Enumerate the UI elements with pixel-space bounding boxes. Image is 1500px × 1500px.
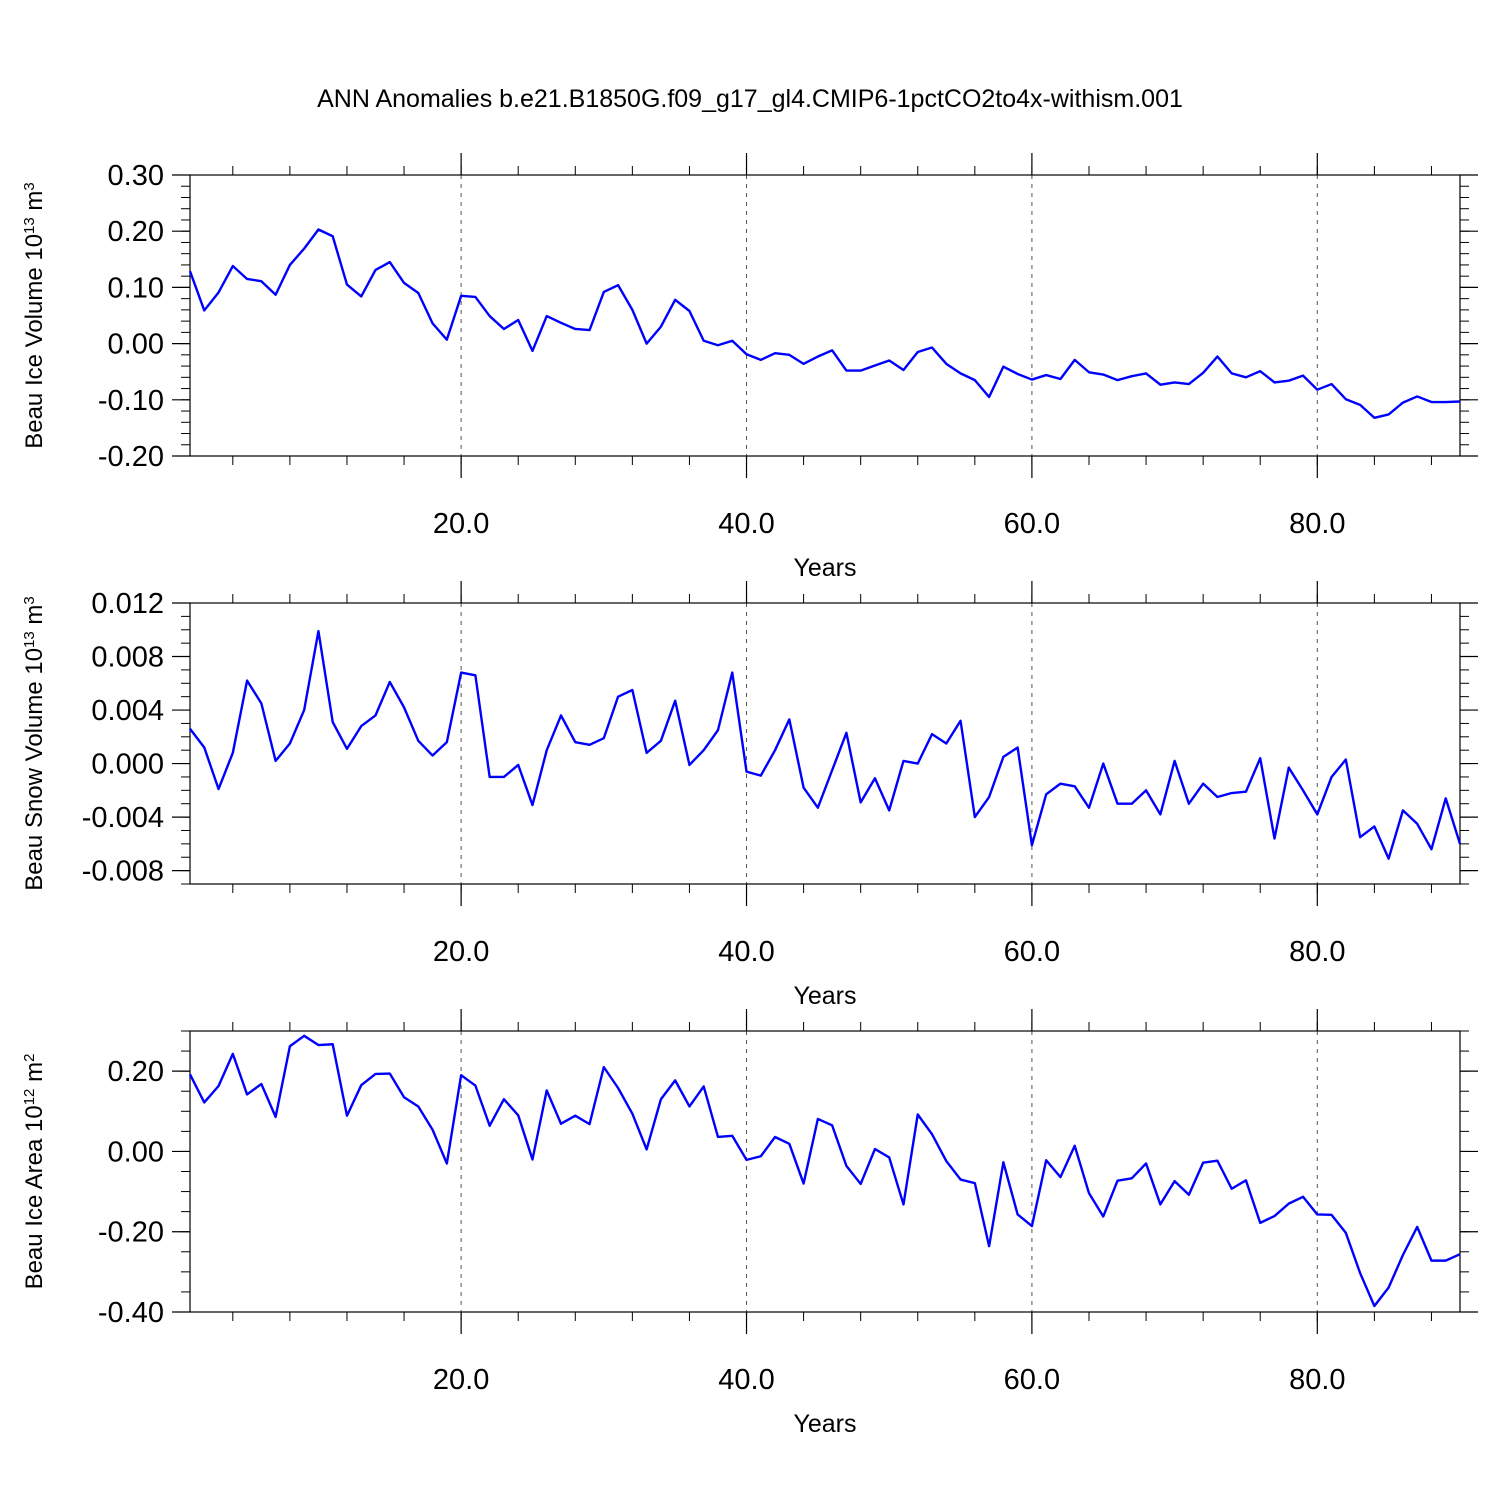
ice-area-panel: -0.40 -0.20 0.00 0.20 20.0 40.0 60.0 80.0 Years B…: [21, 1009, 1478, 1438]
x-tick-label: 80.0: [1289, 508, 1345, 540]
y-tick-label: 0.004: [91, 695, 164, 727]
page-title: ANN Anomalies b.e21.B1850G.f09_g17_gl4.C…: [317, 85, 1183, 113]
ice-volume-series-line: [188, 228, 1461, 419]
y-tick-label: 0.000: [91, 749, 164, 781]
y-tick-label: -0.10: [98, 385, 164, 417]
y-axis-label: Beau Snow Volume 1013 m3: [21, 596, 48, 891]
x-tick-label: 20.0: [433, 936, 489, 968]
x-tick-label: 60.0: [1004, 508, 1060, 540]
y-tick-label: -0.20: [98, 441, 164, 473]
x-tick-label: 80.0: [1289, 936, 1345, 968]
ice-volume-panel: -0.20 -0.10 0.00 0.10 0.20 0.30 20.0 40.0 60.0 80…: [21, 153, 1478, 582]
y-tick-label: 0.20: [108, 1056, 164, 1088]
y-tick-label: 0.30: [108, 160, 164, 192]
y-tick-label: -0.20: [98, 1217, 164, 1249]
x-tick-label: 80.0: [1289, 1364, 1345, 1396]
x-tick-label: 60.0: [1004, 936, 1060, 968]
y-tick-label: 0.10: [108, 272, 164, 304]
y-tick-label: -0.40: [98, 1297, 164, 1329]
x-tick-label: 20.0: [433, 508, 489, 540]
y-tick-label: 0.008: [91, 642, 164, 674]
ice-area-series-line: [188, 1034, 1461, 1308]
y-tick-label: -0.004: [82, 802, 164, 834]
y-tick-label: 0.00: [108, 329, 164, 361]
y-tick-label: -0.008: [82, 856, 164, 888]
y-tick-label: 0.00: [108, 1136, 164, 1168]
x-tick-label: 40.0: [718, 936, 774, 968]
x-tick-label: 40.0: [718, 1364, 774, 1396]
plot-frame: [189, 602, 1461, 885]
y-tick-label: 0.20: [108, 216, 164, 248]
x-axis-label: Years: [793, 982, 856, 1010]
x-tick-label: 40.0: [718, 508, 774, 540]
snow-volume-panel: -0.008 -0.004 0.000 0.004 0.008 0.012 20.0 40.0…: [21, 581, 1478, 1010]
x-axis-label: Years: [793, 554, 856, 582]
y-axis-label: Beau Ice Volume 1013 m3: [21, 182, 48, 449]
x-tick-label: 20.0: [433, 1364, 489, 1396]
x-tick-label: 60.0: [1004, 1364, 1060, 1396]
snow-volume-series-line: [189, 629, 1462, 860]
x-axis-label: Years: [793, 1410, 856, 1438]
y-axis-label: Beau Ice Area 1012 m2: [21, 1054, 48, 1290]
y-tick-label: 0.012: [91, 588, 164, 620]
plot-frame: [189, 174, 1461, 457]
